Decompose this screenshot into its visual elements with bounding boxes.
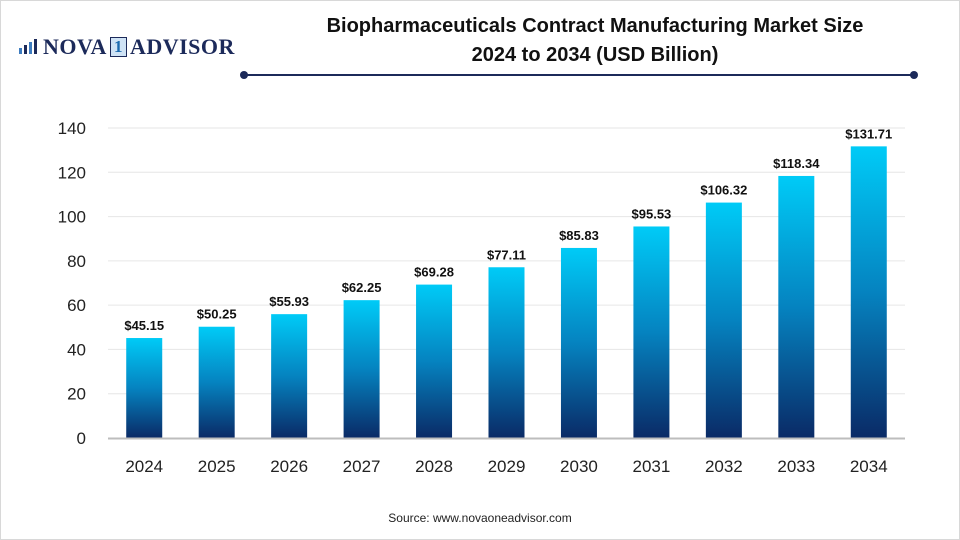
data-label: $95.53 [632,206,672,221]
data-label: $77.11 [487,247,526,262]
logo-text-advisor: ADVISOR [129,34,235,59]
x-tick-label: 2033 [777,457,815,476]
bar-2030 [560,247,597,438]
bar-2034 [850,146,887,438]
data-label: $45.15 [124,318,164,333]
bar-2031 [633,226,670,438]
bar-2033 [778,175,815,438]
data-label: $62.25 [342,280,382,295]
x-tick-label: 2029 [488,457,526,476]
y-tick-label: 20 [67,385,86,404]
bar-2025 [198,326,235,438]
logo: NOVA 1 ADVISOR [18,34,235,60]
x-tick-label: 2026 [270,457,308,476]
y-tick-label: 80 [67,252,86,271]
x-tick-label: 2032 [705,457,743,476]
divider-dot-left [240,71,248,79]
data-label: $69.28 [414,265,454,280]
x-tick-label: 2034 [850,457,888,476]
chart-title: Biopharmaceuticals Contract Manufacturin… [250,12,940,70]
x-tick-label: 2024 [125,457,163,476]
x-tick-label: 2027 [343,457,381,476]
bar-2029 [488,267,525,438]
data-label: $85.83 [559,228,599,243]
y-tick-label: 140 [58,119,86,138]
logo-text-nova: NOVA [43,34,107,59]
bar-2028 [416,284,453,438]
data-label: $50.25 [197,307,237,322]
bar-2024 [126,338,163,438]
data-label: $106.32 [700,183,747,198]
chart-title-line2: 2024 to 2034 (USD Billion) [471,44,719,66]
data-label: $131.71 [845,126,892,141]
y-tick-label: 100 [58,208,86,227]
divider-dot-right [910,71,918,79]
data-label: $118.34 [773,156,820,171]
bar-2027 [343,300,380,438]
chart-title-line1: Biopharmaceuticals Contract Manufacturin… [326,15,864,37]
y-tick-label: 0 [77,429,86,448]
x-tick-label: 2025 [198,457,236,476]
data-label: $55.93 [269,294,309,309]
x-tick-label: 2030 [560,457,598,476]
y-tick-label: 40 [67,340,86,359]
logo-bars-icon [19,39,37,54]
source-note: Source: www.novaoneadvisor.com [388,511,572,525]
bar-2026 [271,314,308,438]
bar-2032 [705,202,742,438]
x-tick-label: 2028 [415,457,453,476]
y-tick-label: 120 [58,163,86,182]
x-tick-label: 2031 [632,457,670,476]
y-tick-label: 60 [67,296,86,315]
logo-text-number: 1 [109,37,127,57]
title-divider [244,74,916,76]
